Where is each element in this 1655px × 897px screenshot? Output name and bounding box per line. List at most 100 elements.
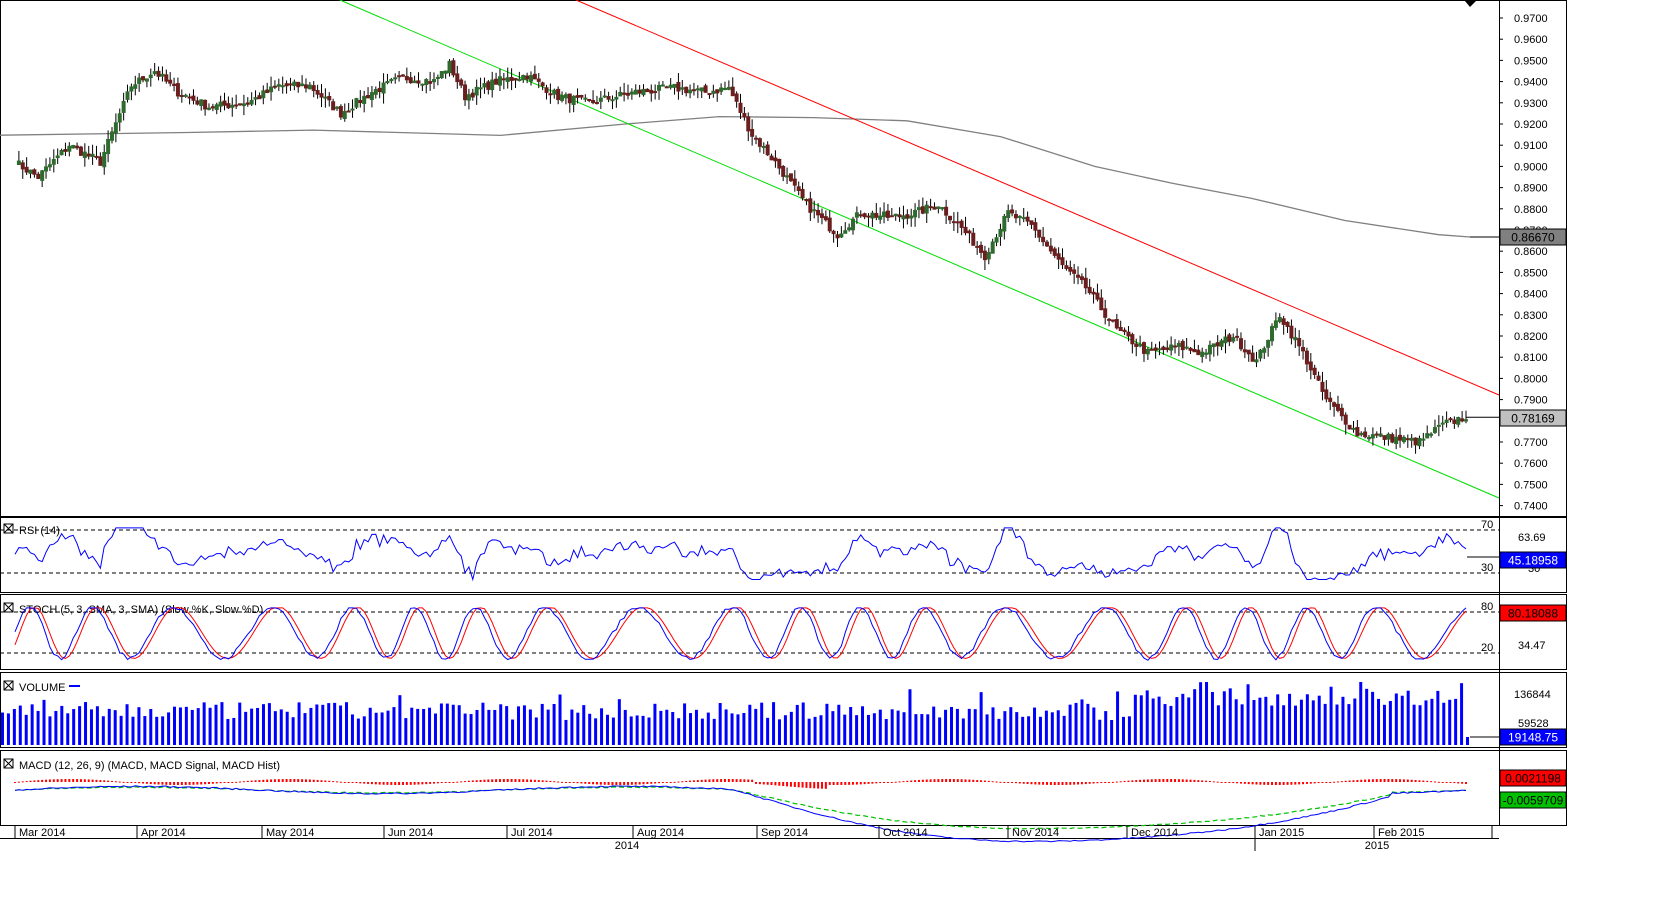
macd-close-icon[interactable] xyxy=(3,758,14,769)
macd-hist-bar xyxy=(417,782,420,785)
macd-hist-bar xyxy=(343,782,346,783)
macd-hist-bar xyxy=(118,781,121,783)
candle-body xyxy=(536,78,541,82)
candle-body xyxy=(416,80,421,84)
candle-body xyxy=(218,101,223,107)
macd-hist-bar xyxy=(646,782,649,785)
macd-hist-bar xyxy=(1348,780,1351,782)
candle-body xyxy=(241,103,246,107)
stoch-tick-mid: 34.47 xyxy=(1518,640,1546,652)
volume-bar xyxy=(961,718,965,745)
macd-hist-bar xyxy=(83,779,86,782)
macd-hist-bar xyxy=(1437,781,1440,783)
candle-body xyxy=(214,104,219,111)
volume-close-icon[interactable] xyxy=(3,680,14,691)
candle-body xyxy=(653,91,658,94)
candle-body xyxy=(1130,334,1135,345)
candle-body xyxy=(1188,347,1193,351)
candle-body xyxy=(1227,334,1232,342)
price-tick-label: 0.9700 xyxy=(1514,13,1548,25)
macd-hist-bar xyxy=(1018,782,1021,784)
candle-body xyxy=(117,113,122,123)
macd-hist-bar xyxy=(514,779,517,782)
macd-hist-bar xyxy=(1356,779,1359,782)
year-label: 2014 xyxy=(615,840,639,852)
scroll-marker-icon[interactable] xyxy=(1465,1,1476,7)
volume-bar xyxy=(131,716,135,745)
macd-hist-bar xyxy=(871,782,874,784)
candle-body xyxy=(133,84,138,89)
macd-hist-bar xyxy=(1150,779,1153,782)
volume-bar xyxy=(475,709,479,745)
candle-body xyxy=(160,73,165,77)
macd-hist-bar xyxy=(510,779,513,782)
candle-body xyxy=(284,83,289,87)
candle-body xyxy=(948,215,953,221)
volume-close-icon-cross xyxy=(3,680,14,691)
candle-body xyxy=(1134,343,1139,347)
candle-body xyxy=(1370,434,1375,439)
candle-body xyxy=(389,79,394,82)
macd-hist-bar xyxy=(254,780,257,782)
candle-body xyxy=(1025,216,1030,222)
candle-body xyxy=(699,87,704,92)
volume-bar xyxy=(279,709,283,745)
macd-hist-bar xyxy=(17,781,20,783)
macd-hist-bar xyxy=(685,780,688,782)
macd-hist-bar xyxy=(328,780,331,782)
volume-bar xyxy=(1080,699,1084,745)
macd-hist-bar xyxy=(1088,782,1091,784)
macd-hist-bar xyxy=(890,782,893,783)
macd-hist-bar xyxy=(433,782,436,784)
volume-bar xyxy=(232,717,236,745)
candle-body xyxy=(1378,433,1383,437)
candle-body xyxy=(602,95,607,98)
macd-hist-bar xyxy=(456,781,459,783)
macd-hist-bar xyxy=(793,782,796,788)
macd-hist-bar xyxy=(273,779,276,782)
candle-body xyxy=(172,83,177,86)
volume-bar xyxy=(173,706,177,745)
macd-hist-bar xyxy=(460,781,463,783)
macd-hist-bar xyxy=(968,779,971,782)
macd-hist-bar xyxy=(607,782,610,785)
candle-body xyxy=(668,84,673,88)
macd-close-icon-cross xyxy=(3,758,14,769)
stoch-k-line xyxy=(14,607,1467,661)
volume-bar xyxy=(748,704,752,745)
volume-bar xyxy=(428,707,432,745)
candle-body xyxy=(1231,337,1236,342)
candle-body xyxy=(982,250,987,261)
volume-bar xyxy=(208,707,212,745)
volume-bar xyxy=(878,709,882,745)
volume-bar xyxy=(78,706,82,745)
candle-body xyxy=(164,74,169,82)
candle-body xyxy=(1095,292,1100,300)
stoch-d-line xyxy=(14,607,1467,660)
candle-body xyxy=(307,84,312,90)
macd-hist-bar xyxy=(1352,780,1355,782)
macd-hist-bar xyxy=(285,779,288,782)
macd-hist-bar xyxy=(1232,782,1235,783)
rsi-close-icon[interactable] xyxy=(3,523,14,534)
candle-body xyxy=(1017,215,1022,218)
macd-hist-bar xyxy=(48,779,51,782)
candle-body xyxy=(470,92,475,98)
price-axis: 0.9700 0.9600 0.9500 0.9400 0.9300 0.9200 0.91… xyxy=(1499,13,1548,513)
price-tick-label: 0.9300 xyxy=(1514,98,1548,110)
volume-bar xyxy=(1323,703,1327,745)
macd-hist-bar xyxy=(87,779,90,782)
macd-hist-bar xyxy=(623,782,626,785)
candle-body xyxy=(362,95,367,104)
candle-body xyxy=(587,98,592,102)
candle-body xyxy=(722,87,727,90)
candle-body xyxy=(998,228,1003,237)
macd-hist-bar xyxy=(200,782,203,785)
macd-hist-bar xyxy=(1375,779,1378,782)
candle-body xyxy=(292,81,297,87)
candle-body xyxy=(59,149,64,156)
macd-hist-bar xyxy=(584,782,587,784)
macd-hist-bar xyxy=(1170,779,1173,782)
candle-body xyxy=(1374,433,1379,436)
volume-bar xyxy=(1038,716,1042,745)
